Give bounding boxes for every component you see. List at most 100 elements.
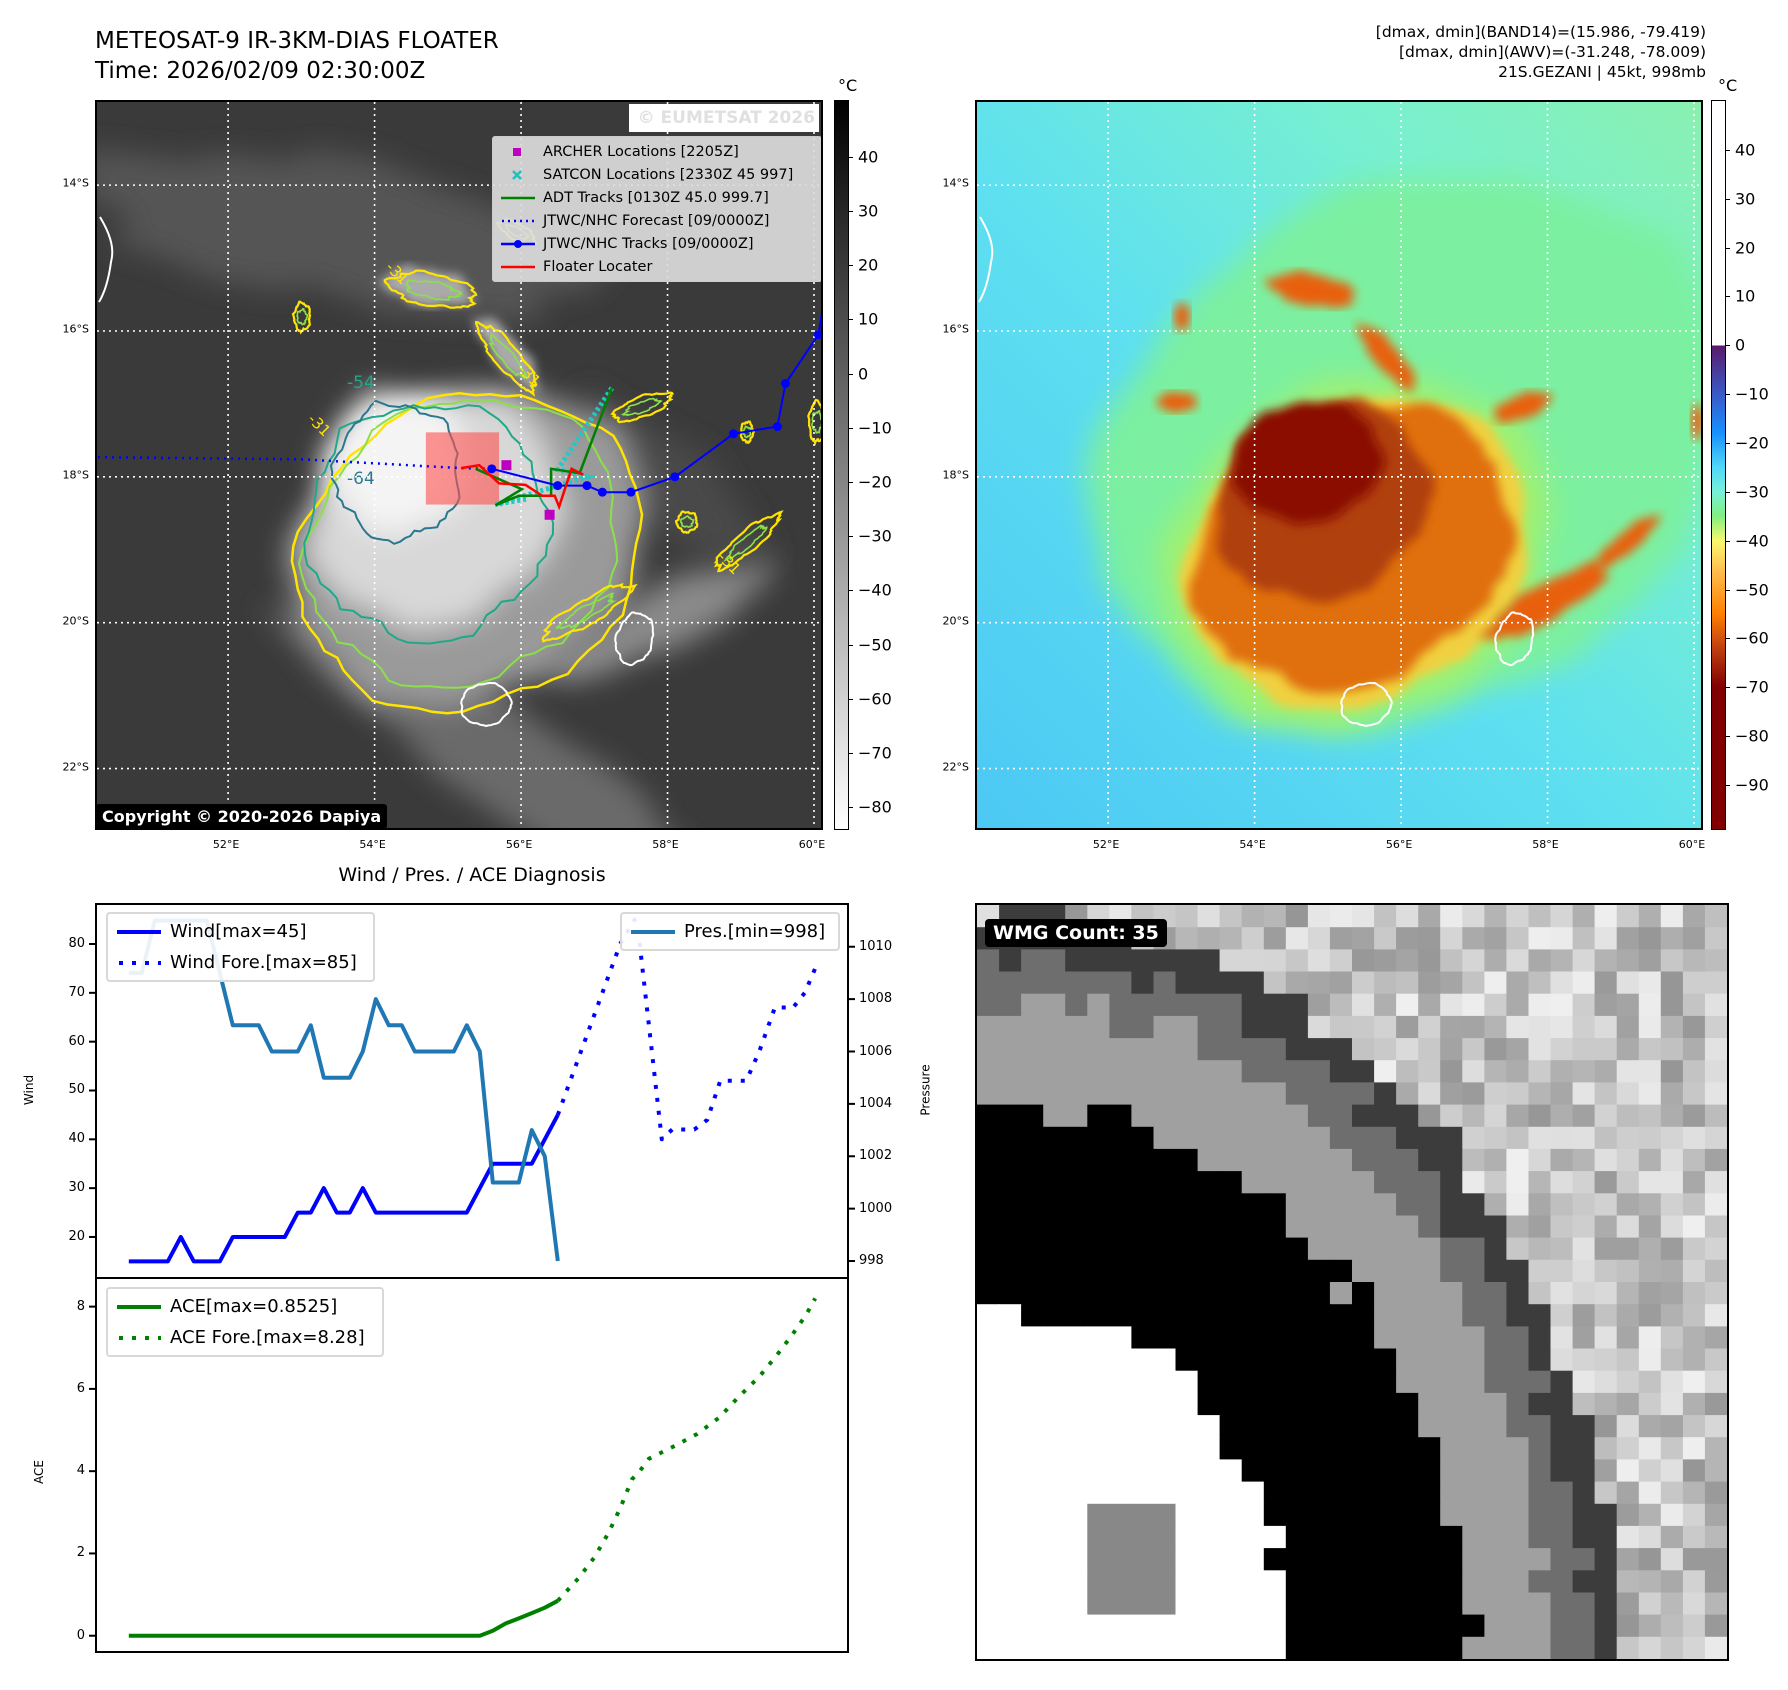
wmg-cell	[1087, 1215, 1110, 1239]
wmg-cell	[1352, 1614, 1375, 1638]
wmg-cell	[1352, 927, 1375, 950]
wmg-cell	[1440, 1370, 1463, 1394]
wmg-cell	[1704, 1481, 1727, 1505]
colorbar-tick	[848, 319, 853, 321]
storm-info: [dmax, dmin](BAND14)=(15.986, -79.419) […	[1376, 22, 1706, 82]
wmg-cell	[1396, 1592, 1419, 1616]
wmg-cell	[1418, 927, 1441, 950]
wmg-cell	[1307, 1215, 1331, 1239]
wmg-cell	[1352, 1548, 1375, 1571]
wmg-cell	[1197, 1038, 1221, 1061]
wmg-cell	[1087, 993, 1110, 1017]
wmg-cell	[1043, 1038, 1066, 1061]
mauritius-coastline	[1494, 611, 1535, 667]
wmg-cell	[1263, 1348, 1287, 1372]
wmg-cell	[1418, 1348, 1441, 1372]
wmg-cell	[1660, 993, 1684, 1017]
wmg-cell	[1616, 971, 1640, 995]
wmg-cell	[1285, 1304, 1309, 1327]
wmg-cell	[1109, 1015, 1133, 1039]
wind-axis-tick-label: 40	[68, 1131, 85, 1147]
wmg-cell	[1043, 1392, 1066, 1416]
wmg-cell	[1131, 1525, 1155, 1549]
wmg-cell	[999, 1348, 1022, 1372]
ir-satellite-map[interactable]: -31 -31 -31 -31 -54 -64 © EUMETSAT 2026 ARCHE…	[95, 100, 823, 830]
wmg-cell	[1374, 1215, 1397, 1239]
wmg-cell	[1153, 949, 1177, 973]
wmg-cell	[1263, 1548, 1287, 1571]
wmg-cell	[1528, 1415, 1552, 1438]
colorbar-tick	[848, 427, 853, 429]
wmg-cell	[1043, 1548, 1066, 1571]
temperature-contour	[291, 300, 312, 335]
legend-label: JTWC/NHC Tracks [09/0000Z]	[543, 235, 754, 252]
wmg-cell	[1241, 1437, 1265, 1460]
wmg-cell	[1638, 949, 1662, 973]
wmg-cell	[1043, 1459, 1066, 1483]
wmg-cell	[1241, 1570, 1265, 1594]
wmg-cell	[1263, 1082, 1287, 1106]
wmg-cell	[1660, 1060, 1684, 1083]
wmg-cell	[1682, 1592, 1706, 1616]
wmg-cell	[1396, 1148, 1419, 1172]
colorbar-tick	[848, 156, 853, 158]
wmg-cell	[1550, 1326, 1574, 1350]
wmg-cell	[1484, 1015, 1508, 1039]
rainband	[1264, 270, 1357, 308]
wmg-cell	[1065, 1282, 1088, 1305]
wmg-cell	[1594, 1348, 1618, 1372]
wmg-cell	[1594, 927, 1618, 950]
wmg-cell	[1131, 1614, 1155, 1638]
awv-satellite-map[interactable]	[975, 100, 1703, 830]
wmg-cell	[1594, 1437, 1618, 1460]
wmg-cell	[1219, 1060, 1243, 1083]
wmg-cell	[1263, 971, 1287, 995]
wmg-cell	[1418, 1237, 1441, 1261]
wmg-cell	[1374, 1548, 1397, 1571]
wmg-cell	[1682, 1126, 1706, 1150]
wmg-cell	[1704, 1525, 1727, 1549]
wmg-cell	[1087, 1126, 1110, 1150]
wmg-cell	[1043, 1370, 1066, 1394]
wmg-cell	[1329, 1215, 1353, 1239]
wmg-cell	[1704, 1104, 1727, 1128]
wmg-cell	[1153, 1104, 1177, 1128]
wmg-cell	[1550, 1614, 1574, 1638]
wmg-cell	[1572, 927, 1596, 950]
wmg-cell	[1263, 1259, 1287, 1283]
ace-axis-tick-label: 4	[76, 1463, 85, 1479]
wmg-cell	[1153, 1415, 1177, 1438]
wmg-cell	[1175, 1348, 1199, 1372]
wmg-cell	[1307, 1171, 1331, 1194]
colorbar-tick	[848, 373, 853, 375]
wmg-cell	[977, 1437, 1000, 1460]
wmg-cell	[1307, 1548, 1331, 1571]
wmg-cell	[1131, 1481, 1155, 1505]
wmg-cell	[1616, 1459, 1640, 1483]
wmg-cell	[1241, 1415, 1265, 1438]
wmg-cell	[1263, 1060, 1287, 1083]
wmg-cell	[1550, 971, 1574, 995]
wmg-cell	[1660, 1038, 1684, 1061]
wmg-cell	[1241, 1548, 1265, 1571]
wmg-cell	[1660, 1481, 1684, 1505]
wmg-cell	[1374, 1392, 1397, 1416]
wmg-cell	[1550, 1548, 1574, 1571]
wmg-cell	[1550, 1459, 1574, 1483]
wmg-cell	[1528, 1126, 1552, 1150]
wmg-cell	[1396, 1259, 1419, 1283]
wmg-cell	[1704, 1415, 1727, 1438]
wmg-cell	[1616, 905, 1640, 928]
wmg-cell	[1572, 971, 1596, 995]
wmg-cell	[1572, 1481, 1596, 1505]
wmg-cell	[1704, 1215, 1727, 1239]
wmg-cell	[1329, 1459, 1353, 1483]
wmg-cell	[1572, 949, 1596, 973]
wmg-cell	[1285, 927, 1309, 950]
wmg-cell	[1263, 1415, 1287, 1438]
wmg-cell	[1329, 1348, 1353, 1372]
wmg-cell	[1418, 1171, 1441, 1194]
wmg-cell	[1352, 971, 1375, 995]
wmg-grid	[977, 905, 1727, 1659]
wmg-cell	[1109, 1437, 1133, 1460]
